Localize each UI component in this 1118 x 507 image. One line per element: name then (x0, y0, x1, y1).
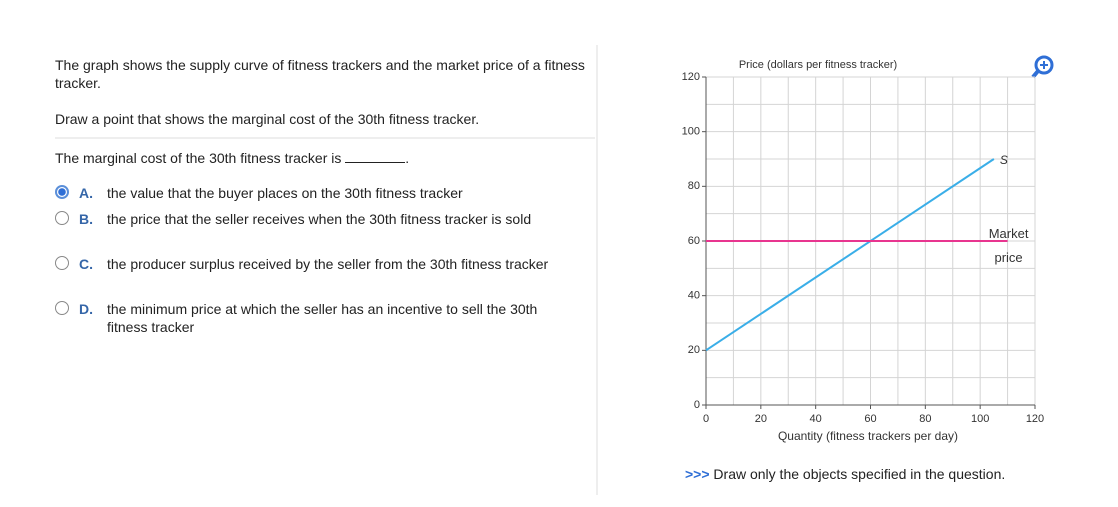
radio-button[interactable] (55, 301, 69, 315)
option-text: the price that the seller receives when … (107, 211, 532, 227)
option-text: the producer surplus received by the sel… (107, 256, 549, 272)
prompt-end: . (405, 150, 410, 166)
y-tick-label: 40 (688, 290, 700, 302)
y-tick-label: 120 (682, 71, 700, 83)
x-tick-label: 120 (1026, 413, 1044, 425)
y-tick-label: 0 (694, 399, 700, 411)
prompt-line: The marginal cost of the 30th fitness tr… (55, 149, 585, 167)
x-tick-label: 100 (971, 413, 989, 425)
series-line (705, 158, 995, 352)
intro: The graph shows the supply curve of fitn… (55, 57, 585, 91)
y-tick-label: 60 (688, 235, 700, 247)
instruction: Draw a point that shows the marginal cos… (55, 111, 480, 127)
option-letter: B. (79, 211, 93, 227)
x-tick-label: 20 (755, 413, 767, 425)
y-axis-label: Price (dollars per fitness tracker) (739, 59, 897, 71)
x-tick-label: 40 (810, 413, 822, 425)
option-letter: A. (79, 185, 93, 201)
option-letter: C. (79, 256, 93, 272)
footer-prefix: >>> (685, 466, 710, 482)
radio-button[interactable] (55, 211, 69, 225)
footer: >>> Draw only the objects specified in t… (685, 465, 1105, 483)
option-letter: D. (79, 301, 93, 317)
prompt: The marginal cost of the 30th fitness tr… (55, 150, 342, 166)
radio-button[interactable] (55, 256, 69, 270)
series-label: Market price (988, 226, 1029, 265)
blank (345, 150, 406, 163)
y-tick-label: 80 (688, 180, 700, 192)
y-tick-label: 20 (688, 344, 700, 356)
option-text: the value that the buyer places on the 3… (107, 185, 463, 201)
y-tick-label: 100 (682, 126, 700, 138)
zoom-icon[interactable] (1031, 55, 1054, 79)
radio-button[interactable] (55, 185, 69, 199)
x-tick-label: 60 (864, 413, 876, 425)
footer-text: Draw only the objects specified in the q… (713, 466, 1006, 482)
series-label: S (1000, 153, 1008, 167)
x-tick-label: 80 (919, 413, 931, 425)
option-text: the minimum price at which the seller ha… (107, 301, 538, 335)
x-tick-label: 0 (703, 413, 709, 425)
x-axis-label: Quantity (fitness trackers per day) (778, 429, 958, 443)
